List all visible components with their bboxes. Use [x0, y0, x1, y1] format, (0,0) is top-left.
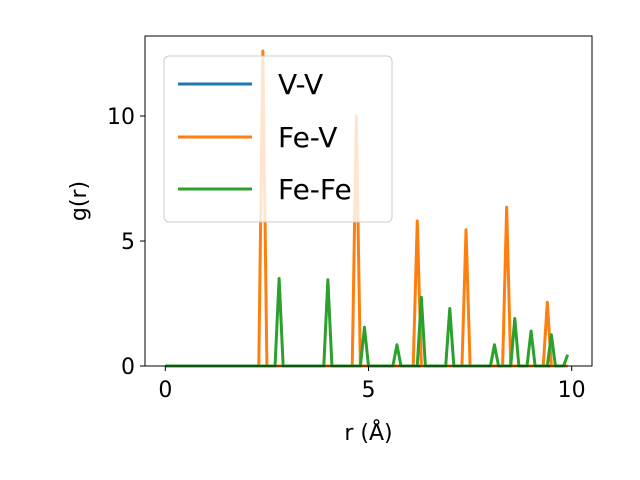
x-axis-label: r (Å): [344, 419, 392, 446]
y-axis-label: g(r): [67, 181, 92, 221]
legend-box: [163, 55, 393, 223]
x-tick-label: 5: [362, 378, 376, 403]
legend-label-fe-v: Fe-V: [278, 121, 337, 154]
x-axis-ticks: 0 5 10: [158, 366, 586, 403]
x-tick-label: 10: [558, 378, 586, 403]
y-tick-label: 10: [107, 105, 135, 130]
y-tick-label: 0: [121, 355, 135, 380]
legend-label-fe-fe: Fe-Fe: [278, 173, 352, 206]
y-tick-label: 5: [121, 230, 135, 255]
legend-label-v-v: V-V: [278, 68, 323, 101]
legend: V-V Fe-V Fe-Fe: [163, 55, 393, 223]
x-tick-label: 0: [158, 378, 172, 403]
y-axis-ticks: 0 5 10: [107, 105, 145, 380]
